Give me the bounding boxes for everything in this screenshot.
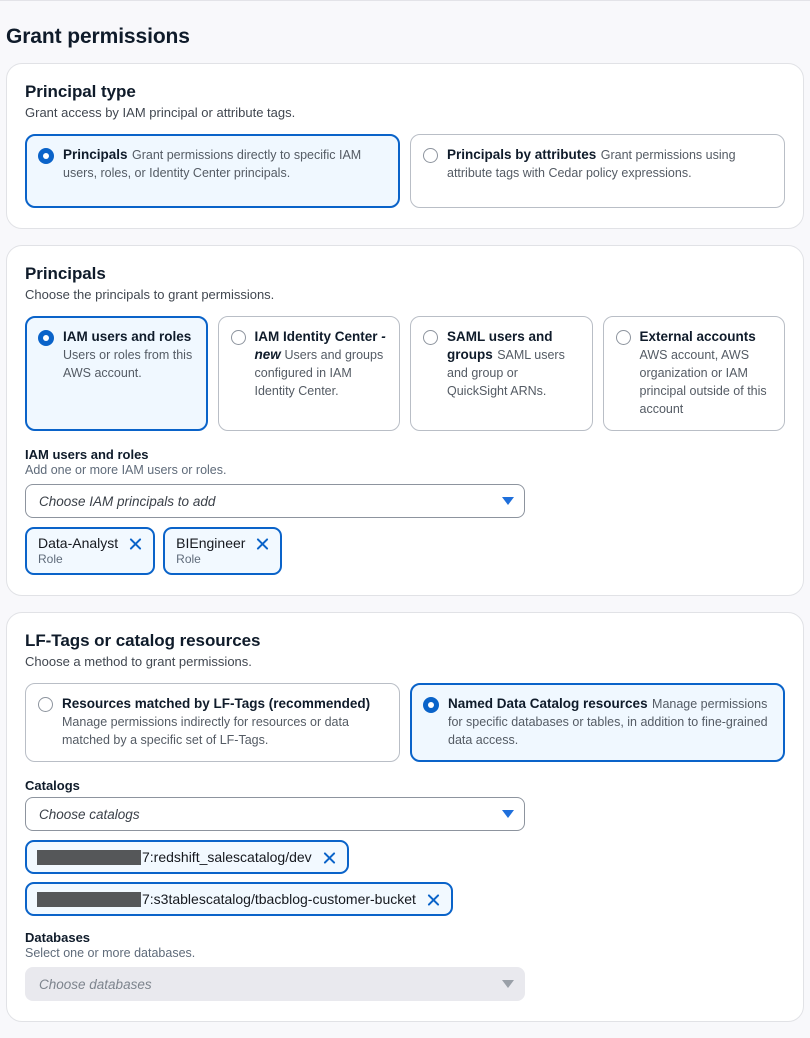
chevron-down-icon [502,980,514,988]
principals-option-external-accounts[interactable]: External accounts AWS account, AWS organ… [602,316,785,431]
catalog-chips: 7:redshift_salescatalog/dev 7:s3tablesca… [25,840,785,916]
close-icon[interactable] [255,536,270,551]
principals-options: IAM users and roles Users or roles from … [25,316,785,431]
databases-select[interactable]: Choose databases [25,967,525,1001]
catalogs-field-label: Catalogs [25,778,80,793]
option-label-text: IAM Identity Center [254,329,378,344]
radio-unselected-icon[interactable] [615,330,631,345]
principals-option-saml-users-and-groups[interactable]: SAML users and groups SAML users and gro… [410,316,593,431]
principal-chip-biengineer[interactable]: BIEngineer Role [163,527,283,575]
catalogs-field: Catalogs Choose catalogs 7:redshift_sale… [25,778,785,916]
chip-subtitle: Role [176,552,201,566]
option-description: Manage permissions indirectly for resour… [62,715,349,747]
resources-title: LF-Tags or catalog resources [25,631,261,650]
option-description: SAML users and group or QuickSight ARNs. [447,348,565,398]
option-label: Principals [63,147,128,162]
close-icon[interactable] [128,536,143,551]
principal-type-description: Grant access by IAM principal or attribu… [25,105,296,120]
principal-type-section: Principal type Grant access by IAM princ… [6,63,804,229]
principals-description: Choose the principals to grant permissio… [25,287,275,302]
option-description: Users and groups configured in IAM Ident… [254,348,384,398]
principals-section: Principals Choose the principals to gran… [6,245,804,596]
iam-principals-select[interactable]: Choose IAM principals to add [25,484,525,518]
option-label: Principals by attributes [447,147,597,162]
option-label: External accounts [639,329,756,344]
principal-type-option-principals[interactable]: Principals Grant permissions directly to… [25,134,400,208]
option-description: Manage permissions for specific database… [448,697,768,747]
close-icon[interactable] [322,850,337,865]
page-title: Grant permissions [6,25,190,48]
option-description: Grant permissions directly to specific I… [63,148,362,180]
principal-chip-data-analyst[interactable]: Data-Analyst Role [25,527,156,575]
chevron-down-icon[interactable] [502,497,514,505]
iam-users-and-roles-field: IAM users and roles Add one or more IAM … [25,447,785,575]
chevron-down-icon[interactable] [502,810,514,818]
databases-field-label: Databases [25,930,91,945]
iam-field-label: IAM users and roles [25,447,149,462]
catalog-chip-s3tablescatalog-tbacblog-customer-bucket[interactable]: 7:s3tablescatalog/tbacblog-customer-buck… [25,882,453,916]
iam-field-hint: Add one or more IAM users or roles. [25,463,227,477]
lf-tags-or-catalog-resources-section: LF-Tags or catalog resources Choose a me… [6,612,804,1022]
principals-option-iam-identity-center[interactable]: IAM Identity Center - new Users and grou… [217,316,400,431]
principal-type-title: Principal type [25,82,136,101]
resources-option-named-data-catalog-resources[interactable]: Named Data Catalog resources Manage perm… [410,683,785,762]
principals-title: Principals [25,264,106,283]
chip-label: 7:redshift_salescatalog/dev [142,849,312,865]
redacted-account-id [37,891,141,907]
option-label: Named Data Catalog resources [448,696,648,711]
iam-principals-select-placeholder: Choose IAM principals to add [39,493,216,509]
option-label: SAML users and groups [447,329,553,362]
principal-type-option-principals-by-attributes[interactable]: Principals by attributes Grant permissio… [410,134,785,208]
chip-label: Data-Analyst [38,535,119,551]
databases-field-hint: Select one or more databases. [25,946,196,960]
chip-label: BIEngineer [176,535,246,551]
radio-selected-icon[interactable] [38,330,54,346]
close-icon[interactable] [426,892,441,907]
resources-option-matched-by-lf-tags[interactable]: Resources matched by LF-Tags (recommende… [25,683,400,762]
chip-label-wrapper: 7:s3tablescatalog/tbacblog-customer-buck… [37,891,416,907]
radio-selected-icon[interactable] [423,697,439,713]
principal-type-options: Principals Grant permissions directly to… [25,134,785,208]
databases-field: Databases Select one or more databases. … [25,930,785,1001]
redacted-account-id [37,849,141,865]
option-label: Resources matched by LF-Tags (recommende… [62,696,371,711]
principals-option-iam-users-and-roles[interactable]: IAM users and roles Users or roles from … [25,316,208,431]
catalogs-select-placeholder: Choose catalogs [39,806,140,822]
databases-select-placeholder: Choose databases [39,976,152,992]
option-label: IAM Identity Center - new [255,329,386,362]
chip-label-wrapper: 7:redshift_salescatalog/dev [37,849,312,865]
chip-subtitle: Role [38,552,63,566]
radio-unselected-icon[interactable] [423,148,438,163]
radio-selected-icon[interactable] [38,148,54,164]
iam-principal-chips: Data-Analyst Role BIEngineer Role [25,527,785,575]
radio-unselected-icon[interactable] [38,697,53,712]
option-description: Grant permissions using attribute tags w… [447,148,736,180]
radio-unselected-icon[interactable] [423,330,438,345]
chip-label: 7:s3tablescatalog/tbacblog-customer-buck… [142,891,416,907]
option-new-badge: - new [254,329,386,362]
option-description: AWS account, AWS organization or IAM pri… [639,348,767,416]
catalogs-select[interactable]: Choose catalogs [25,797,525,831]
option-label: IAM users and roles [63,329,192,344]
radio-unselected-icon[interactable] [230,330,246,345]
resources-options: Resources matched by LF-Tags (recommende… [25,683,785,762]
catalog-chip-redshift-salescatalog-dev[interactable]: 7:redshift_salescatalog/dev [25,840,349,874]
option-description: Users or roles from this AWS account. [63,348,193,380]
resources-description: Choose a method to grant permissions. [25,654,252,669]
